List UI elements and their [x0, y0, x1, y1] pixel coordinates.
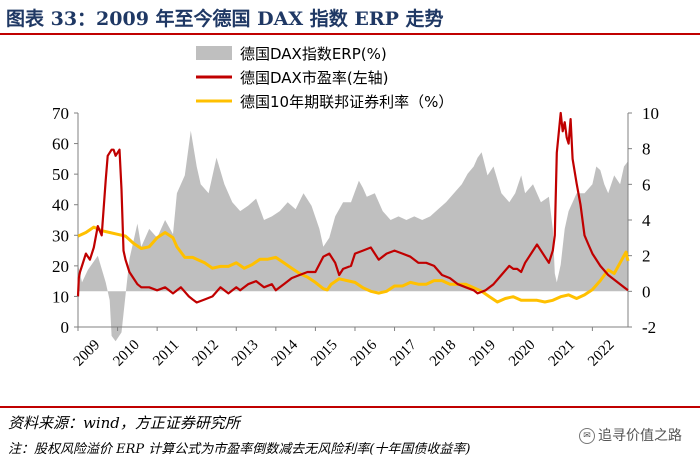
x-tick-label: 2010	[110, 337, 143, 370]
x-tick-label: 2019	[466, 337, 499, 370]
watermark-text: 追寻价值之路	[598, 428, 682, 444]
left-tick-label: 50	[52, 165, 69, 184]
x-tick-label: 2022	[585, 337, 618, 370]
left-tick-label: 60	[52, 135, 69, 154]
right-tick-label: 10	[642, 104, 659, 123]
x-tick-label: 2018	[427, 337, 460, 370]
x-tick-label: 2015	[308, 337, 341, 370]
left-tick-label: 70	[52, 104, 69, 123]
right-tick-label: 6	[642, 175, 651, 194]
legend-swatch-erp	[196, 46, 232, 60]
left-tick-label: 30	[52, 226, 69, 245]
left-tick-label: 20	[52, 257, 69, 276]
x-tick-label: 2014	[269, 337, 302, 370]
figure-title: 图表 33：2009 年至今德国 DAX 指数 ERP 走势	[6, 8, 444, 30]
watermark: ✉ 追寻价值之路	[575, 424, 686, 446]
right-tick-label: 4	[642, 211, 651, 230]
right-tick-label: 8	[642, 140, 651, 159]
x-tick-label: 2016	[348, 337, 381, 370]
left-tick-label: 40	[52, 196, 69, 215]
wechat-icon: ✉	[579, 428, 595, 444]
right-tick-label: 0	[642, 282, 651, 301]
source-note: 资料来源：wind，方正证券研究所	[8, 414, 240, 432]
legend-label: 德国DAX市盈率(左轴)	[240, 69, 389, 87]
title-rule	[0, 33, 700, 35]
x-tick-label: 2021	[546, 337, 579, 370]
legend-label: 德国10年期联邦证券利率（%）	[240, 93, 453, 111]
formula-note: 注：股权风险溢价 ERP 计算公式为市盈率倒数减去无风险利率(十年国债收益率)	[8, 442, 471, 457]
x-tick-label: 2020	[506, 337, 539, 370]
left-tick-label: 10	[52, 287, 69, 306]
series-erp-area	[78, 130, 628, 342]
footer-rule	[0, 406, 700, 408]
right-tick-label: 2	[642, 247, 651, 266]
x-tick-label: 2011	[150, 337, 182, 369]
left-tick-label: 0	[61, 318, 70, 337]
erp-chart: 0 10 20 30 40 50 60 70 -2 0 2 4 6 8 10 2009 2010 2011 2012…	[52, 45, 659, 370]
legend-label: 德国DAX指数ERP(%)	[240, 45, 387, 63]
x-tick-label: 2017	[387, 337, 420, 370]
series-yield-line	[77, 225, 630, 304]
right-tick-label: -2	[642, 318, 656, 337]
x-tick-label: 2013	[229, 337, 262, 370]
x-tick-label: 2012	[189, 337, 222, 370]
x-tick-label: 2009	[71, 337, 104, 370]
series-pe-line	[76, 111, 629, 304]
